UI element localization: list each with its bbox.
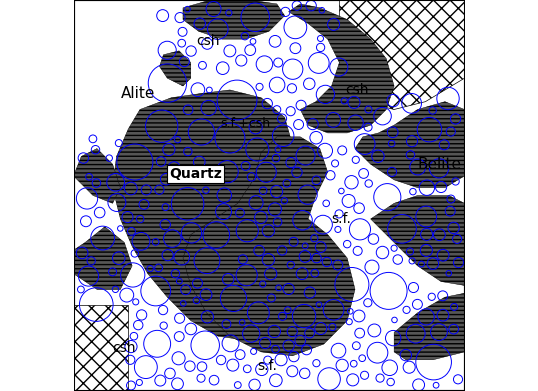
- Text: Alite: Alite: [121, 86, 155, 101]
- Polygon shape: [183, 0, 285, 39]
- Polygon shape: [339, 0, 464, 109]
- Polygon shape: [371, 196, 464, 285]
- Polygon shape: [74, 227, 132, 289]
- Polygon shape: [74, 149, 121, 203]
- Text: s.f.: s.f.: [257, 359, 277, 373]
- Polygon shape: [112, 90, 300, 340]
- Polygon shape: [288, 4, 394, 133]
- Text: csh: csh: [112, 341, 136, 355]
- Text: s.f.: s.f.: [331, 212, 351, 226]
- Polygon shape: [355, 102, 464, 188]
- Text: csh: csh: [197, 34, 220, 48]
- Polygon shape: [74, 305, 128, 391]
- Polygon shape: [394, 293, 464, 360]
- Text: csh: csh: [345, 83, 369, 97]
- Polygon shape: [160, 51, 191, 86]
- Polygon shape: [183, 137, 355, 356]
- Text: s.f.+csh: s.f.+csh: [221, 117, 271, 130]
- Text: Quartz: Quartz: [169, 167, 222, 181]
- Text: Belite: Belite: [417, 157, 462, 172]
